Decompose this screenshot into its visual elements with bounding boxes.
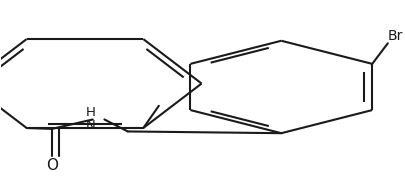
Text: Br: Br [388, 29, 403, 43]
Text: N: N [86, 120, 96, 133]
Text: H: H [86, 106, 96, 120]
Text: O: O [46, 158, 58, 173]
